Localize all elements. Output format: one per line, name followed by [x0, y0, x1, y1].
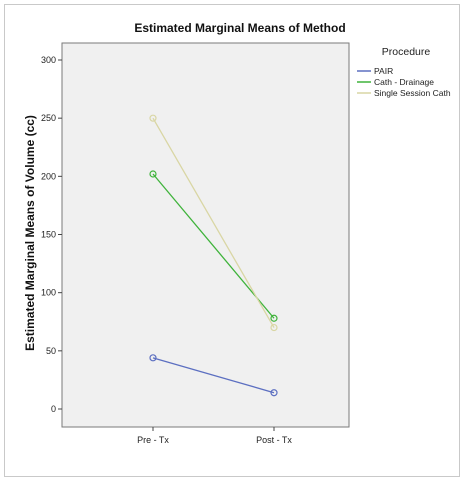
y-axis-label: Estimated Marginal Means of Volume (cc): [23, 115, 37, 351]
plot-area: [61, 42, 350, 428]
series-lines: [149, 114, 278, 397]
y-tick-label: 200: [41, 171, 56, 181]
y-tick-label: 50: [46, 346, 56, 356]
series-line: [152, 117, 275, 328]
series-line: [152, 173, 275, 319]
chart-title: Estimated Marginal Means of Method: [134, 21, 345, 35]
y-tick-label: 150: [41, 230, 56, 240]
series-line: [152, 357, 275, 394]
data-point: [149, 170, 157, 178]
y-axis-ticks: 0 50 100 150 200 250 300: [41, 55, 62, 414]
x-tick-label: Pre - Tx: [137, 435, 169, 445]
legend-label: Cath - Drainage: [374, 77, 434, 87]
data-point: [270, 389, 278, 397]
x-axis-ticks: Pre - Tx Post - Tx: [137, 427, 292, 445]
legend-label: PAIR: [374, 66, 393, 76]
y-tick-label: 100: [41, 288, 56, 298]
y-tick-label: 300: [41, 55, 56, 65]
data-point: [270, 314, 278, 322]
legend-title: Procedure: [382, 46, 431, 58]
data-point: [270, 323, 278, 332]
y-tick-label: 250: [41, 113, 56, 123]
legend-label: Single Session Cath: [374, 88, 451, 98]
data-point: [149, 354, 157, 362]
x-tick-label: Post - Tx: [256, 435, 292, 445]
data-point: [149, 114, 157, 122]
y-tick-label: 0: [51, 404, 56, 414]
